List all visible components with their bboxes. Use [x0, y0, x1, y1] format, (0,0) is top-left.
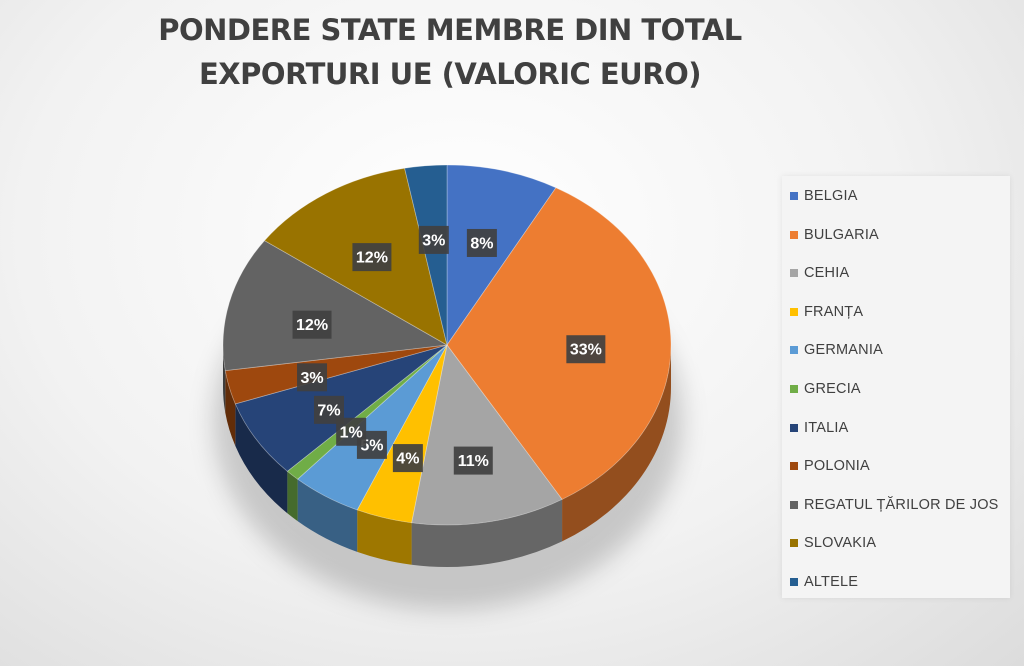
data-label-box — [392, 444, 423, 473]
legend-swatch — [790, 385, 798, 393]
legend-label: SLOVAKIA — [804, 535, 877, 552]
data-label-box — [352, 243, 392, 272]
legend-label: ITALIA — [804, 419, 849, 436]
legend-item: ALTELE — [790, 572, 858, 592]
chart-title: PONDERE STATE MEMBRE DIN TOTAL EXPORTURI… — [158, 13, 742, 91]
pie-side-5 — [287, 471, 298, 522]
data-label-box — [313, 395, 344, 424]
legend-swatch — [790, 346, 798, 355]
data-label-6: 7% — [313, 395, 344, 424]
legend-label: ALTELE — [804, 574, 859, 590]
pie-side-3 — [357, 509, 412, 565]
data-label-text: 11% — [458, 453, 489, 470]
pie-slice-1[interactable] — [446, 187, 672, 500]
pie-side-4 — [297, 479, 358, 552]
legend-label: BULGARIA — [804, 226, 879, 243]
data-label-box — [292, 310, 332, 339]
legend-label: POLONIA — [804, 458, 870, 475]
legend-swatch — [790, 578, 798, 586]
data-label-box — [466, 228, 497, 257]
legend-label: GRECIA — [804, 381, 861, 397]
legend-item: GRECIA — [790, 379, 861, 399]
legend-item: FRANȚA — [790, 302, 863, 322]
data-label-text: 12% — [356, 250, 388, 267]
legend-label: FRANȚA — [804, 303, 864, 320]
legend-item: CEHIA — [790, 263, 849, 283]
legend-item: BULGARIA — [790, 225, 879, 245]
pie-data-labels: 8%33%11%4%5%1%7%3%12%12%3% — [292, 225, 606, 475]
data-label-box — [418, 225, 449, 254]
data-label-7: 3% — [297, 363, 328, 392]
data-label-box — [297, 363, 328, 392]
data-label-text: 8% — [470, 235, 493, 252]
legend-label: BELGIA — [804, 188, 858, 204]
data-label-10: 3% — [418, 225, 449, 254]
legend-swatch — [790, 500, 798, 509]
legend: BELGIA BULGARIA CEHIA FRANȚA GERMANIA GRECIA I… — [782, 176, 1010, 598]
data-label-1: 33% — [566, 335, 606, 364]
pie-side-1 — [562, 345, 671, 542]
legend-label: CEHIA — [804, 265, 850, 282]
legend-item: GERMANIA — [790, 340, 883, 360]
legend-swatch — [790, 307, 798, 316]
data-label-8: 12% — [292, 310, 332, 339]
data-label-text: 33% — [570, 342, 602, 359]
legend-swatch — [790, 539, 798, 548]
pie-slice-8[interactable] — [222, 240, 449, 372]
data-label-2: 11% — [453, 446, 493, 475]
data-label-text: 7% — [317, 402, 340, 419]
legend-label: GERMANIA — [804, 342, 883, 359]
pie-slice-4[interactable] — [297, 344, 448, 511]
pie-side-2 — [411, 499, 563, 567]
legend-swatch — [790, 423, 798, 432]
data-label-text: 12% — [296, 317, 328, 334]
data-label-box — [453, 446, 493, 475]
data-label-text: 3% — [300, 370, 323, 387]
pie-slice-10[interactable] — [404, 164, 448, 346]
data-label-text: 4% — [396, 451, 419, 468]
pie-slice-5[interactable] — [286, 344, 448, 480]
data-label-box — [566, 335, 606, 364]
legend-label: REGATUL ȚĂRILOR DE JOS — [804, 496, 999, 513]
data-label-3: 4% — [392, 444, 423, 473]
pie-slice-3[interactable] — [356, 344, 448, 524]
data-label-0: 8% — [466, 228, 497, 257]
data-label-text: 3% — [422, 232, 445, 249]
legend-item: POLONIA — [790, 456, 870, 476]
legend-item: ITALIA — [790, 418, 848, 438]
pie-sides — [223, 345, 671, 567]
legend-swatch — [790, 462, 798, 471]
legend-item: REGATUL ȚĂRILOR DE JOS — [790, 495, 999, 515]
legend-item: SLOVAKIA — [790, 533, 876, 553]
legend-swatch — [790, 230, 798, 239]
pie-side-6 — [235, 403, 288, 514]
legend-swatch — [790, 192, 798, 200]
data-label-text: 1% — [340, 424, 363, 441]
legend-item: BELGIA — [790, 186, 858, 206]
pie-slice-7[interactable] — [224, 344, 448, 405]
pie-slice-0[interactable] — [446, 164, 557, 347]
legend-swatch — [790, 269, 798, 278]
pie-side-7 — [225, 370, 236, 446]
pie-side-8 — [223, 345, 226, 413]
pie-slice-2[interactable] — [411, 344, 563, 526]
data-label-9: 12% — [352, 243, 392, 272]
